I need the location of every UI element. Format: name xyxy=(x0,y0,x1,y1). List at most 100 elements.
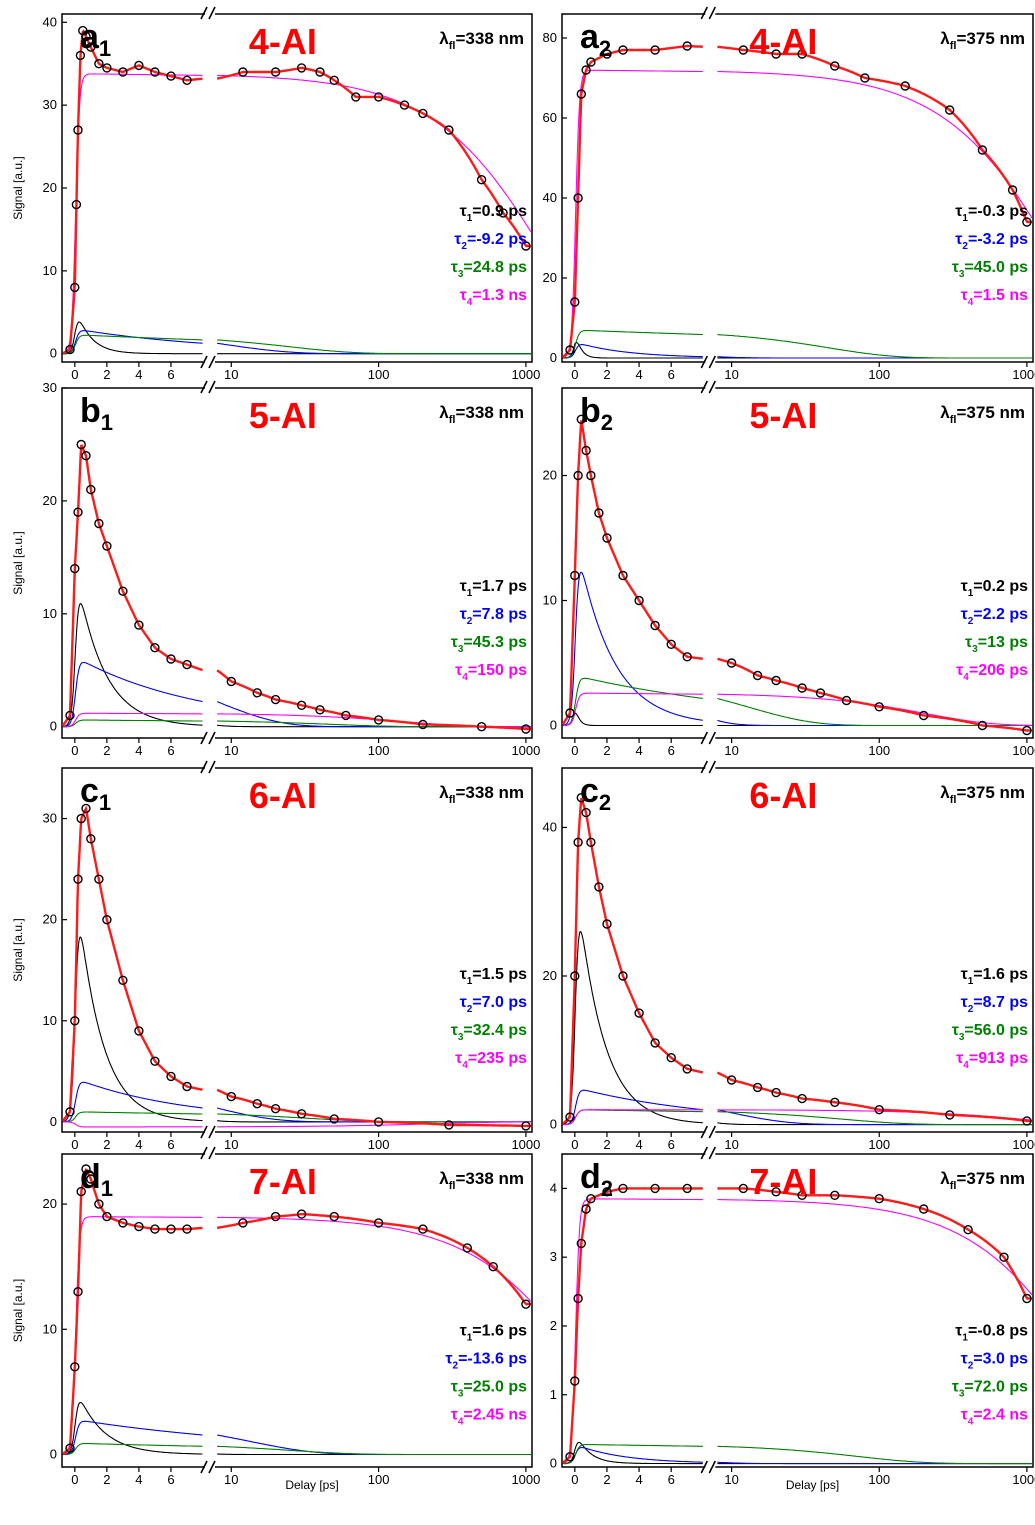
data-point xyxy=(666,639,676,649)
data-point xyxy=(226,1091,237,1102)
x-tick-label: 1000 xyxy=(1012,1137,1035,1152)
data-point xyxy=(682,1064,692,1074)
data-point xyxy=(586,470,596,481)
tau-index: 2 xyxy=(453,1361,459,1372)
data-point xyxy=(134,1221,144,1232)
y-tick-label: 0 xyxy=(50,719,57,734)
data-point xyxy=(182,75,192,86)
panel-label-sub: 2 xyxy=(601,410,613,435)
data-point xyxy=(102,1211,112,1222)
data-point xyxy=(797,1190,807,1201)
x-tick-label: 6 xyxy=(668,743,675,758)
data-point xyxy=(634,595,644,606)
panel-label-main: a xyxy=(580,18,600,56)
x-tick-label: 2 xyxy=(603,1137,610,1152)
tau-symbol: τ xyxy=(454,231,461,248)
data-point xyxy=(581,1204,591,1214)
data-point xyxy=(70,563,80,574)
data-point xyxy=(296,700,307,710)
component-curve-4 xyxy=(717,693,1032,726)
x-axis-label: Delay [ps] xyxy=(786,1478,839,1492)
tau-index: 2 xyxy=(467,616,473,627)
data-point xyxy=(945,1110,955,1120)
tau-symbol: τ xyxy=(460,287,467,304)
component-curve-4 xyxy=(562,692,703,727)
data-point xyxy=(602,919,612,929)
data-point xyxy=(76,1186,86,1197)
break-slash xyxy=(200,731,208,745)
compound-name: 6-AI xyxy=(749,775,817,816)
component-curve-4 xyxy=(562,1198,703,1464)
x-tick-label: 0 xyxy=(571,743,578,758)
panel-label-sub: 1 xyxy=(101,410,113,435)
tau-index: 4 xyxy=(462,1060,468,1071)
axis-break-top xyxy=(205,382,215,392)
tau-symbol: τ xyxy=(451,1379,458,1396)
fit-curve xyxy=(61,805,203,1122)
chart-panel-d1: 0 10 20 0 2 4 6 10 100 1000 Signal [a.u.] Delay [ps… xyxy=(11,1146,540,1492)
x-tick-label: 1000 xyxy=(511,367,540,382)
x-tick-label: 4 xyxy=(635,743,642,758)
tau-index: 3 xyxy=(959,1389,965,1400)
data-point xyxy=(830,1190,840,1201)
data-point xyxy=(102,541,112,551)
component-curve-3 xyxy=(562,329,703,359)
data-point xyxy=(594,882,604,892)
panel-label-sub: 2 xyxy=(599,36,611,61)
axis-break-bottom xyxy=(205,734,215,744)
x-tick-label: 0 xyxy=(571,1137,578,1152)
y-tick-label: 0 xyxy=(550,350,557,365)
component-curve-1 xyxy=(62,1401,203,1455)
data-point xyxy=(418,108,428,119)
component-curve-3 xyxy=(562,677,703,726)
data-point xyxy=(73,874,83,884)
data-point xyxy=(65,1107,75,1117)
data-point xyxy=(329,1211,339,1222)
tau-index: 1 xyxy=(467,976,473,987)
y-tick-label: 40 xyxy=(543,190,557,205)
tau-value: =-3.2 ps xyxy=(968,231,1028,248)
wavelength-label: λfl=338 nm xyxy=(439,783,524,806)
break-slash xyxy=(208,1460,216,1474)
x-tick-label: 6 xyxy=(167,367,174,382)
plot-frame xyxy=(561,1153,1034,1468)
tau-symbol: τ xyxy=(451,634,458,651)
y-tick-label: 20 xyxy=(543,968,557,983)
component-curve-2 xyxy=(216,1434,531,1456)
fit-curve xyxy=(61,444,203,727)
tau-value: =-0.8 ps xyxy=(968,1323,1028,1340)
data-point xyxy=(86,834,96,844)
x-tick-label: 10 xyxy=(724,1472,738,1487)
data-point xyxy=(573,470,583,481)
y-tick-label: 40 xyxy=(543,819,557,834)
x-tick-label: 2 xyxy=(103,367,110,382)
x-tick-label: 2 xyxy=(103,1137,110,1152)
lambda-symbol: λ xyxy=(439,29,449,48)
lambda-symbol: λ xyxy=(940,1169,950,1188)
fit-curve xyxy=(561,420,703,725)
plot-frame xyxy=(561,387,1034,739)
tau-label-3: τ3=24.8 ps xyxy=(451,259,527,280)
tau-label-2: τ2=-3.2 ps xyxy=(955,231,1028,252)
tau-index: 3 xyxy=(959,1032,965,1043)
data-point xyxy=(521,1299,531,1309)
tau-label-1: τ1=0.2 ps xyxy=(961,578,1029,599)
component-curve-4 xyxy=(562,69,703,359)
axis-break-top xyxy=(705,382,716,392)
data-point xyxy=(166,1071,176,1082)
tau-value: =8.7 ps xyxy=(973,994,1028,1011)
panel-label-main: d xyxy=(80,1158,101,1196)
lambda-symbol: λ xyxy=(940,403,950,422)
data-point xyxy=(75,50,86,61)
data-point xyxy=(65,1443,75,1453)
tau-value: =1.6 ps xyxy=(472,1323,527,1340)
component-curve-1 xyxy=(62,321,203,355)
x-tick-label: 4 xyxy=(135,367,142,382)
break-slash xyxy=(208,1125,216,1139)
panel-label: c2 xyxy=(580,772,611,815)
tau-index: 3 xyxy=(458,269,464,280)
tau-label-3: τ3=56.0 ps xyxy=(952,1022,1028,1043)
lambda-symbol: λ xyxy=(940,783,950,802)
x-tick-label: 6 xyxy=(668,1472,675,1487)
break-slash xyxy=(708,1125,717,1139)
